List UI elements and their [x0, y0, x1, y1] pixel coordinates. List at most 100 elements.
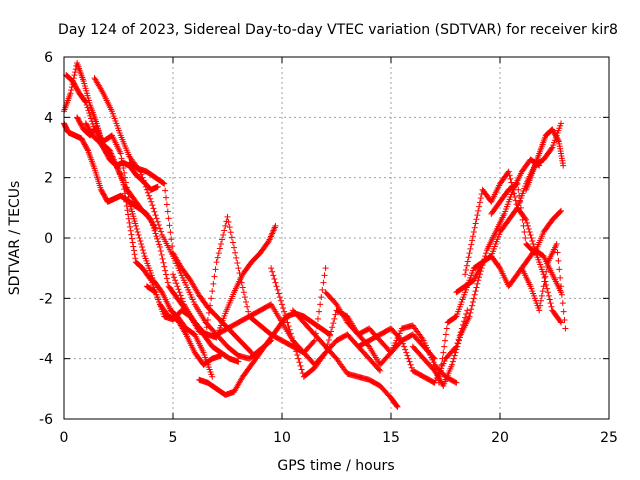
data-point-interp [526, 228, 533, 235]
data-point-interp [177, 292, 184, 299]
data-point-interp [538, 292, 545, 299]
data-point-interp [467, 245, 474, 252]
chart-title: Day 124 of 2023, Sidereal Day-to-day VTE… [58, 22, 618, 38]
data-point-interp [231, 244, 238, 251]
data-point-interp [449, 358, 456, 365]
data-point [148, 198, 155, 205]
series-pass-22 [518, 241, 569, 332]
y-tick-labels: -6 -4 -2 0 2 4 6 [39, 50, 53, 428]
data-point-interp [147, 195, 154, 202]
data-point-interp [298, 366, 305, 373]
data-point-interp [245, 308, 252, 315]
x-tick-label: 10 [273, 430, 291, 446]
data-point-interp [120, 165, 127, 172]
data-point-interp [540, 283, 547, 290]
data-point-interp [144, 189, 151, 196]
series-pass-07 [126, 159, 255, 356]
data-point-interp [517, 198, 524, 205]
data-point-interp [143, 186, 150, 193]
data-point-interp [273, 283, 280, 290]
data-point-interp [282, 312, 289, 319]
data-point-interp [162, 267, 169, 274]
data-point-interp [129, 239, 136, 246]
data-point-interp [205, 309, 212, 316]
data-point-interp [154, 235, 161, 242]
data-point-interp [216, 245, 223, 252]
data-point [322, 265, 329, 272]
data-point-interp [316, 308, 323, 315]
data-point-interp [451, 352, 458, 359]
data-point [117, 150, 124, 157]
data-point-interp [559, 300, 566, 307]
data-point-interp [178, 295, 185, 302]
data-point [562, 325, 569, 332]
data-point-interp [214, 254, 221, 261]
data-point-interp [274, 286, 281, 293]
data-point [279, 301, 285, 308]
data-point-interp [71, 72, 78, 79]
data-point [224, 213, 231, 220]
data-point-interp [142, 183, 149, 190]
data-point-interp [160, 180, 167, 187]
data-point-interp [136, 235, 143, 241]
data-point-interp [168, 236, 175, 243]
data-point-interp [440, 349, 447, 356]
data-point-interp [522, 235, 529, 241]
y-tick-label: -6 [39, 412, 53, 428]
data-point [156, 244, 163, 251]
data-point-interp [139, 247, 146, 254]
data-point-interp [236, 269, 243, 276]
data-point-interp [469, 302, 476, 309]
data-point [558, 207, 565, 214]
data-point-interp [483, 250, 490, 257]
data-point-interp [220, 231, 227, 238]
data-point [464, 307, 471, 314]
data-point-interp [89, 120, 96, 127]
data-point [470, 228, 477, 235]
data-point-interp [376, 366, 383, 373]
data-point-interp [442, 331, 449, 338]
y-tick-label: 0 [44, 231, 53, 247]
data-point [235, 265, 242, 272]
data-point-interp [158, 251, 165, 258]
data-points [61, 60, 569, 410]
data-point [560, 162, 567, 169]
data-point-interp [156, 241, 163, 248]
data-point-interp [280, 304, 287, 311]
data-point-interp [331, 315, 338, 322]
data-point-interp [401, 343, 408, 350]
data-point-interp [151, 227, 158, 234]
data-point-interp [284, 319, 291, 326]
data-point [82, 99, 89, 106]
data-point-interp [455, 340, 462, 347]
data-point-interp [204, 317, 211, 324]
axis-ticks [63, 56, 610, 420]
data-point-interp [543, 268, 550, 275]
data-point-interp [84, 146, 91, 153]
data-point-interp [328, 328, 335, 335]
data-point-interp [153, 233, 160, 240]
data-point-interp [138, 241, 145, 248]
data-point-interp [288, 333, 295, 340]
data-point-interp [237, 274, 244, 281]
data-point-interp [544, 285, 551, 292]
data-point-interp [521, 228, 528, 235]
series-pass-13 [289, 307, 401, 410]
data-point-interp [247, 348, 254, 355]
data-point-interp [152, 212, 159, 219]
data-point-interp [149, 202, 156, 209]
data-point [462, 271, 469, 278]
data-point-interp [129, 235, 136, 242]
data-point-interp [132, 255, 139, 262]
data-point-interp [556, 266, 563, 273]
data-point-interp [399, 340, 406, 347]
data-point [558, 319, 565, 326]
data-point-interp [131, 251, 138, 258]
data-point-interp [176, 289, 183, 296]
data-point-interp [474, 212, 481, 219]
data-point-interp [72, 69, 79, 76]
data-point-interp [209, 288, 216, 295]
data-point-interp [161, 263, 168, 270]
data-point-interp [130, 243, 137, 250]
